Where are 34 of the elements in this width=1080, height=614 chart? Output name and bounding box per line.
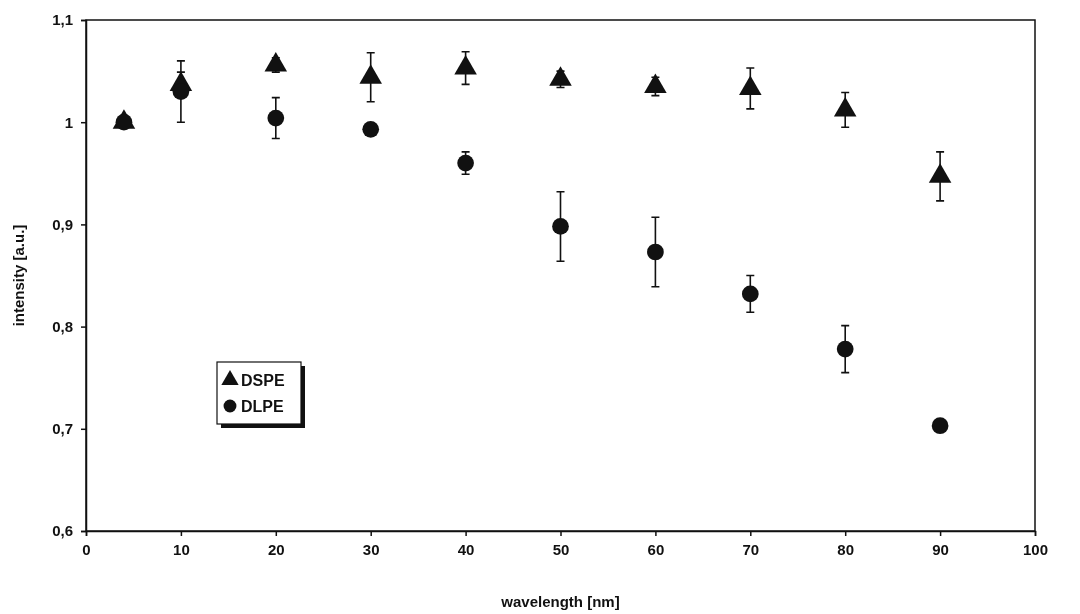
y-tick-label: 0,6 [52, 522, 73, 540]
point [833, 96, 857, 117]
x-axis-title: wavelength [nm] [500, 593, 620, 610]
point [264, 51, 288, 72]
point [931, 417, 949, 435]
x-tick-label: 70 [742, 540, 760, 558]
point [359, 64, 382, 84]
y-tick-label: 0,9 [52, 215, 73, 233]
x-tick-label: 50 [552, 540, 570, 558]
y-tick-label: 0,8 [52, 317, 73, 335]
point [552, 218, 569, 235]
point [836, 340, 854, 358]
x-tick-label: 40 [457, 540, 475, 558]
point [739, 75, 762, 95]
point [644, 73, 667, 93]
x-tick-label: 80 [837, 540, 855, 558]
point [928, 163, 952, 183]
x-tick-label: 20 [267, 540, 285, 558]
x-tick-label: 0 [82, 540, 91, 558]
y-tick-label: 1 [64, 113, 73, 131]
point [454, 55, 477, 75]
x-tick-label: 90 [932, 540, 949, 558]
x-tick-label: 100 [1022, 540, 1049, 558]
x-tick-label: 60 [647, 540, 665, 558]
y-tick-label: 0,7 [52, 420, 73, 438]
point [741, 285, 759, 303]
y-axis-title: intensity [a.u.] [10, 224, 27, 327]
legend-label: DSPE [241, 372, 285, 389]
y-tick-label: 1,1 [52, 11, 73, 29]
x-tick-label: 10 [173, 540, 190, 558]
point [549, 66, 572, 86]
point [647, 243, 664, 261]
x-tick-label: 30 [362, 540, 380, 558]
legend-label: DLPE [241, 398, 284, 415]
